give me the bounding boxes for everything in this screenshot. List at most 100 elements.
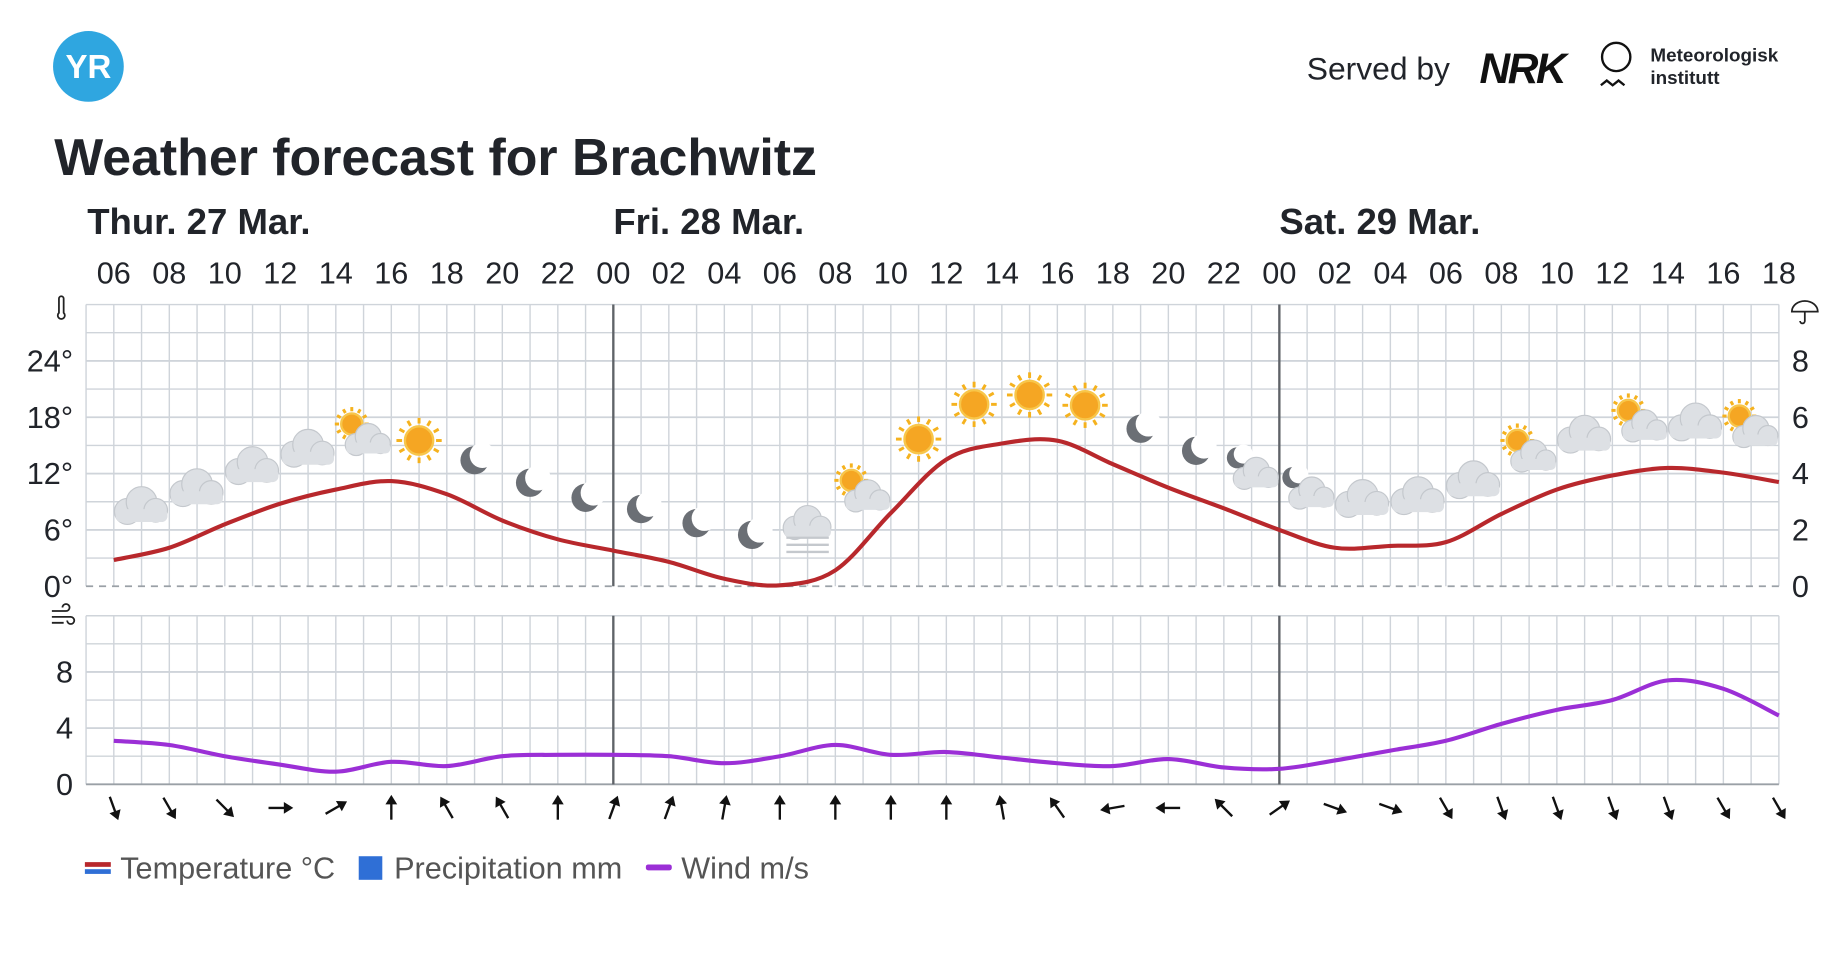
y2-tick-label: 8 bbox=[1792, 344, 1809, 378]
x-tick-label: 14 bbox=[319, 256, 353, 290]
wind-arrow-head bbox=[165, 808, 177, 820]
sun-ray bbox=[342, 408, 347, 414]
weather-symbol bbox=[169, 468, 224, 508]
sun-ray bbox=[905, 418, 912, 426]
wind-arrow bbox=[325, 801, 348, 815]
weather-symbol bbox=[334, 407, 391, 457]
cloud-base bbox=[1511, 458, 1556, 470]
weather-symbol bbox=[1126, 411, 1162, 443]
wind-arrow bbox=[162, 797, 177, 820]
x-tick-label: 12 bbox=[1595, 256, 1629, 290]
wind-arrow bbox=[215, 798, 234, 818]
sun-ray bbox=[841, 464, 847, 471]
sun-disc bbox=[1069, 389, 1101, 421]
sun-ray bbox=[1092, 419, 1098, 426]
sun-ray bbox=[1009, 402, 1016, 408]
x-tick-label: 08 bbox=[152, 256, 186, 290]
x-tick-label: 22 bbox=[541, 256, 575, 290]
moon-cut bbox=[580, 480, 607, 506]
wind-arrow-head bbox=[1497, 809, 1509, 821]
wind-arrow-head bbox=[1278, 800, 1290, 811]
weather-symbol bbox=[737, 517, 773, 550]
sun-ray bbox=[932, 426, 939, 432]
moon-cut bbox=[1233, 444, 1253, 464]
wind-arrow bbox=[108, 796, 121, 821]
wind-arrow-head bbox=[940, 794, 953, 805]
sun-ray bbox=[1043, 402, 1050, 408]
x-tick-label: 12 bbox=[263, 256, 297, 290]
wind-arrow-head bbox=[1391, 803, 1403, 815]
sun-ray bbox=[356, 408, 362, 414]
x-tick-label: 14 bbox=[1651, 256, 1685, 290]
wind-arrow bbox=[1049, 797, 1066, 819]
y2-tick-label: 0 bbox=[1792, 570, 1809, 604]
sun-disc bbox=[403, 425, 435, 456]
x-tick-label: 02 bbox=[1318, 256, 1352, 290]
sun-ray bbox=[961, 384, 967, 391]
sun-ray bbox=[426, 454, 432, 461]
x-tick-label: 12 bbox=[929, 256, 963, 290]
cloud-base bbox=[1558, 437, 1611, 451]
x-tick-label: 14 bbox=[985, 256, 1019, 290]
sun-ray bbox=[336, 414, 342, 419]
sun-disc bbox=[903, 423, 934, 455]
sun-ray bbox=[398, 427, 406, 434]
moon-cut bbox=[1191, 433, 1217, 459]
x-tick-label: 02 bbox=[652, 256, 686, 290]
sun-ray bbox=[1633, 394, 1639, 401]
sun-ray bbox=[988, 411, 995, 417]
sun-ray bbox=[1099, 412, 1106, 418]
sun-ray bbox=[1036, 408, 1043, 416]
sun-ray bbox=[1501, 430, 1508, 436]
x-tick-label: 08 bbox=[1484, 256, 1518, 290]
sun-ray bbox=[1749, 406, 1755, 411]
wind-arrow bbox=[385, 794, 398, 820]
wind-arrow bbox=[1607, 796, 1620, 821]
cloud-base bbox=[784, 525, 831, 538]
wind-arrow-head bbox=[551, 794, 564, 805]
weather-symbol bbox=[626, 491, 662, 524]
cloud-base bbox=[1289, 496, 1334, 508]
wind-arrow-head bbox=[495, 796, 506, 808]
sun-ray bbox=[406, 420, 412, 427]
wind-arrow bbox=[1100, 802, 1125, 815]
cloud-base bbox=[1234, 476, 1279, 488]
sun-ray bbox=[1064, 412, 1072, 418]
wind-arrow-head bbox=[1663, 809, 1675, 821]
met-name: institutt bbox=[1650, 67, 1720, 88]
x-tick-label: 18 bbox=[1096, 256, 1130, 290]
wind-arrow bbox=[268, 802, 294, 814]
weather-symbol bbox=[1500, 423, 1557, 473]
sun-ray bbox=[925, 418, 932, 426]
wind-arrow bbox=[439, 796, 454, 819]
moon-cut bbox=[1289, 464, 1309, 484]
wind-arrow bbox=[1269, 800, 1290, 816]
nrk-logo[interactable]: NRK bbox=[1479, 45, 1572, 92]
page-title: Weather forecast for Brachwitz bbox=[54, 128, 817, 186]
sun-ray bbox=[336, 429, 342, 434]
sun-ray bbox=[1072, 419, 1078, 426]
wind-arrow-head bbox=[608, 795, 621, 807]
sun-ray bbox=[861, 470, 867, 476]
weather-symbol bbox=[1667, 402, 1723, 442]
sun-ray bbox=[1723, 406, 1730, 411]
wind-arrow-head bbox=[1775, 808, 1786, 820]
sun-ray bbox=[433, 447, 440, 454]
sun-ray bbox=[905, 453, 912, 460]
legend-swatch bbox=[358, 856, 383, 880]
moon-cut bbox=[636, 491, 662, 517]
sun-ray bbox=[1522, 425, 1528, 431]
sun-ray bbox=[1036, 374, 1043, 381]
yr-logo[interactable] bbox=[53, 31, 124, 102]
x-tick-label: 06 bbox=[1429, 256, 1463, 290]
sun-ray bbox=[1064, 392, 1072, 399]
weather-symbol bbox=[460, 442, 496, 475]
sun-ray bbox=[925, 453, 932, 460]
wind-arrow-head bbox=[1720, 808, 1731, 820]
weather-symbol bbox=[951, 381, 997, 427]
sun-ray bbox=[953, 411, 961, 417]
wind-arrow bbox=[1214, 798, 1234, 818]
wind-arrow bbox=[995, 795, 1008, 820]
series-line bbox=[113, 677, 1780, 774]
